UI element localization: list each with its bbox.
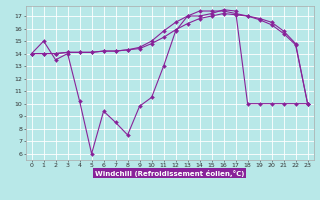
X-axis label: Windchill (Refroidissement éolien,°C): Windchill (Refroidissement éolien,°C)	[95, 170, 244, 177]
